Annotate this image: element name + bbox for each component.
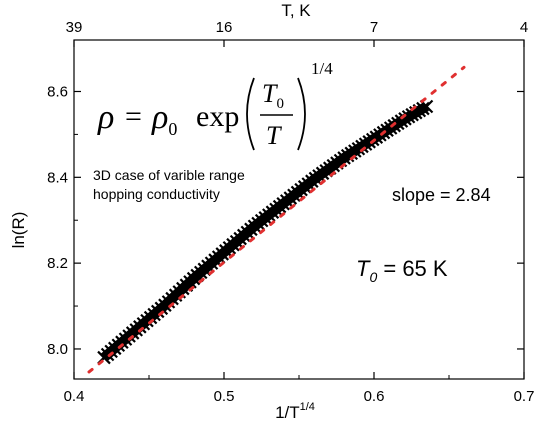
t0-annotation-base: T	[356, 256, 371, 281]
fit-line	[87, 65, 466, 374]
y-axis-label: ln(R)	[9, 212, 28, 249]
top-axis-ticks: 39 16 7 4	[66, 19, 528, 47]
left-axis-ticks: 8.0 8.2 8.4 8.6	[47, 83, 81, 358]
case-description-line2: hopping conductivity	[93, 186, 220, 202]
top-tick-label: 16	[216, 19, 233, 36]
x-axis-label-base: 1/T	[275, 403, 300, 422]
formula-numerator: T0	[262, 79, 284, 112]
top-tick-label: 39	[66, 19, 83, 36]
formula-denominator: T	[266, 121, 282, 150]
formula-rho0-base: ρ	[151, 99, 168, 136]
formula-equals: =	[125, 100, 142, 133]
slope-annotation: slope = 2.84	[392, 185, 491, 205]
t0-annotation-sub: 0	[369, 269, 377, 285]
t0-annotation: T0 = 65 K	[356, 256, 448, 285]
x-tick-label: 0.4	[64, 388, 85, 405]
formula-right-paren	[297, 77, 306, 151]
x-axis-label: 1/T1/4	[275, 401, 315, 422]
formula-rho0: ρ0	[151, 99, 177, 139]
measured-data-series	[97, 99, 434, 365]
y-tick-label: 8.6	[47, 83, 68, 100]
bottom-axis-ticks: 0.4 0.5 0.6 0.7	[64, 372, 535, 405]
y-tick-label: 8.0	[47, 341, 68, 358]
top-tick-label: 4	[520, 19, 528, 36]
y-tick-label: 8.2	[47, 255, 68, 272]
right-axis-ticks	[517, 90, 524, 350]
y-tick-label: 8.4	[47, 169, 68, 186]
formula-annotation: ρ = ρ0 exp T0 T 1/4	[97, 59, 333, 151]
formula-power: 1/4	[311, 59, 333, 78]
x-tick-label: 0.6	[364, 388, 385, 405]
t0-annotation-value: = 65 K	[377, 256, 448, 281]
case-description-line1: 3D case of varible range	[93, 167, 245, 183]
x-tick-label: 0.7	[514, 388, 535, 405]
formula-numerator-sub: 0	[276, 96, 284, 112]
top-tick-label: 7	[370, 19, 378, 36]
formula-rho0-sub: 0	[168, 119, 177, 139]
formula-numerator-base: T	[262, 79, 278, 108]
fit-line-series	[87, 65, 466, 374]
formula-left-paren	[246, 77, 255, 151]
x-axis-label-exponent: 1/4	[300, 401, 315, 413]
x-tick-label: 0.5	[214, 388, 235, 405]
top-axis-label: T, K	[281, 1, 311, 20]
formula-rho: ρ	[97, 99, 114, 136]
formula-exp: exp	[196, 100, 239, 133]
